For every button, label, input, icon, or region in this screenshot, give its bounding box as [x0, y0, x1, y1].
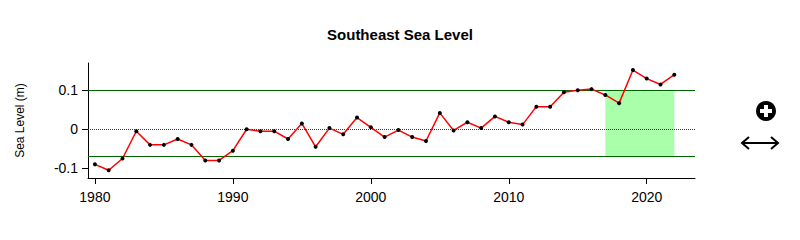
svg-text:-0.1: -0.1	[54, 160, 78, 176]
svg-text:1990: 1990	[217, 189, 248, 205]
svg-text:Southeast Sea Level: Southeast Sea Level	[327, 26, 473, 43]
svg-text:2000: 2000	[355, 189, 386, 205]
svg-text:1980: 1980	[79, 189, 110, 205]
svg-text:0.1: 0.1	[59, 82, 79, 98]
svg-text:2020: 2020	[631, 189, 662, 205]
svg-text:2010: 2010	[493, 189, 524, 205]
svg-text:Sea Level (m): Sea Level (m)	[13, 83, 27, 158]
svg-text:0: 0	[70, 121, 78, 137]
